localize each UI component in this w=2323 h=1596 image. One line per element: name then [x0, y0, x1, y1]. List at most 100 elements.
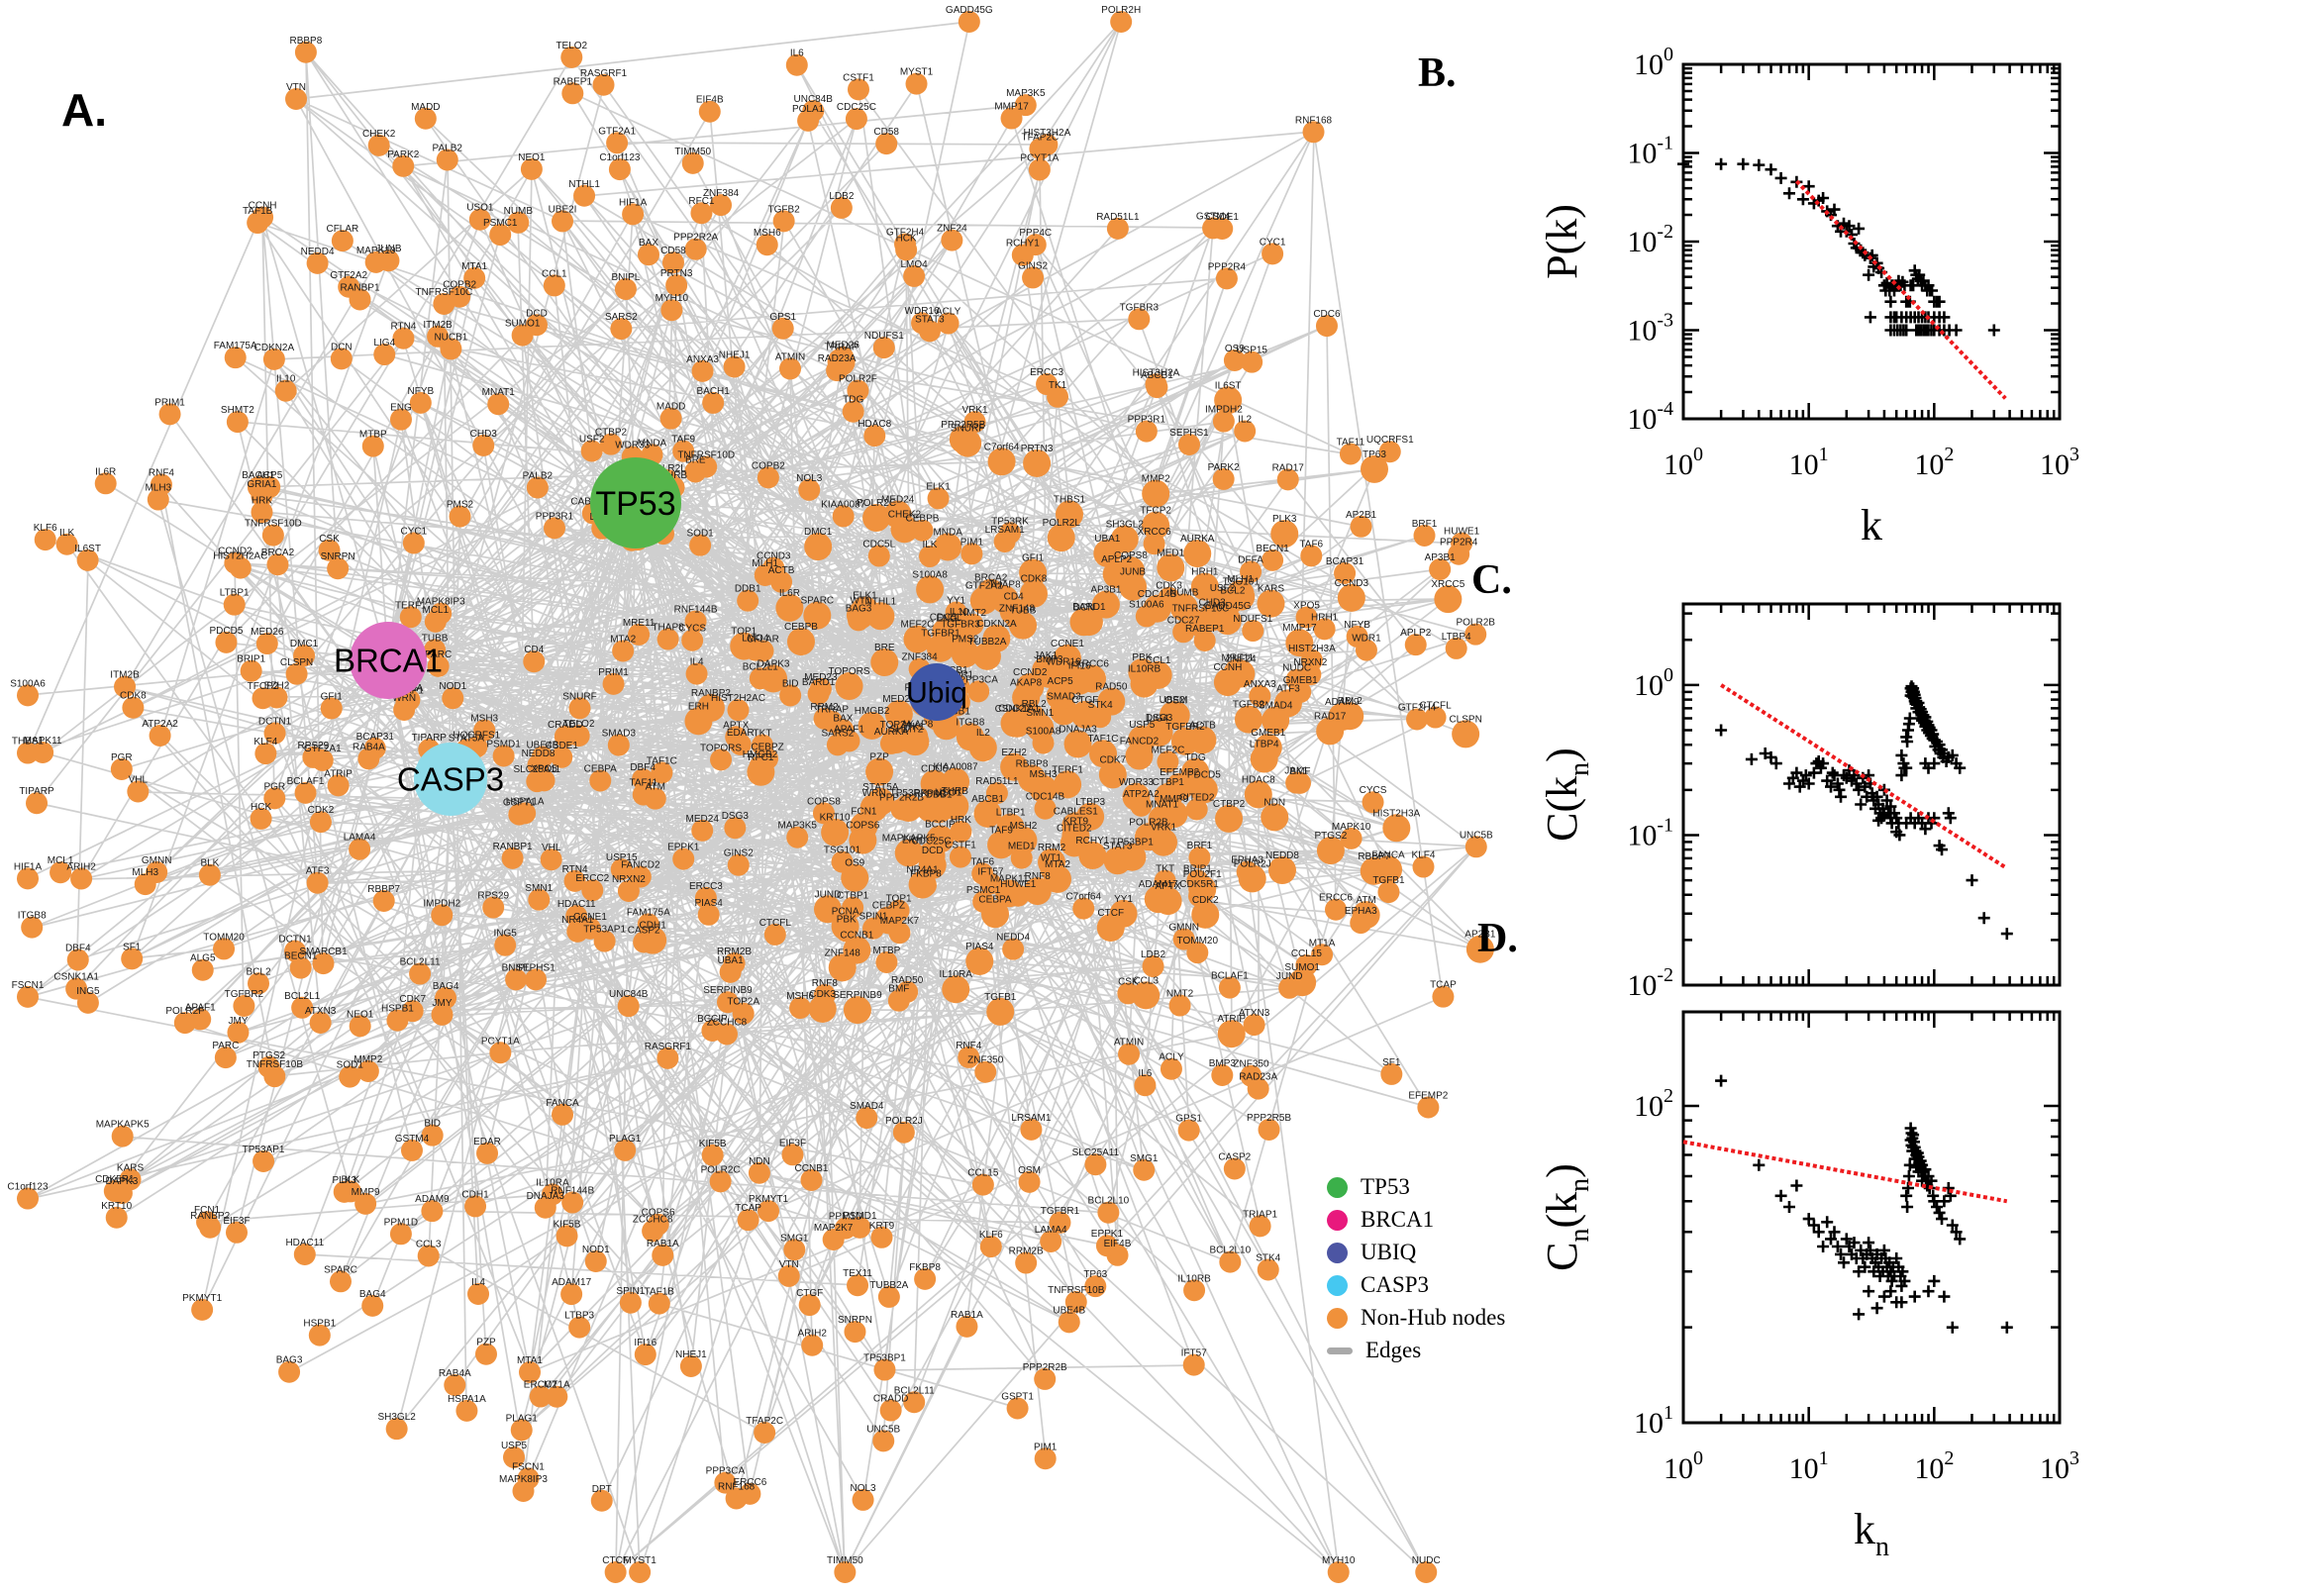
network-node-label: SLC25A11 — [1072, 1147, 1120, 1158]
network-node-label: TAF1B — [243, 206, 273, 217]
network-node-label: TAF1C — [1088, 734, 1119, 745]
network-node-label: TFCP2 — [248, 681, 279, 692]
network-node-label: FANCD2 — [1120, 737, 1160, 748]
network-node-label: TFAP2C — [1021, 132, 1059, 143]
network-node-label: ING5 — [76, 986, 100, 997]
network-node-label: HMGB2 — [743, 749, 778, 760]
scatter-points — [1715, 680, 2013, 941]
network-node — [1019, 579, 1048, 608]
network-node-label: RAB4A — [439, 1368, 471, 1379]
network-node-label: DCD — [922, 846, 944, 856]
network-node — [427, 654, 450, 677]
network-node-label: CASP2 — [628, 926, 660, 937]
network-node — [656, 1047, 679, 1069]
network-node-label: BECN1 — [284, 951, 318, 962]
network-node — [847, 78, 869, 101]
network-node-label: POLR2H — [1101, 5, 1141, 16]
network-node-label: LTBP4 — [1442, 632, 1471, 643]
network-node — [584, 1249, 607, 1272]
network-node-label: USO1 — [935, 787, 962, 798]
network-node-label: TOPORS — [829, 666, 870, 677]
network-node — [942, 767, 970, 796]
network-node — [875, 133, 898, 155]
network-node-label: PIAS4 — [694, 898, 723, 909]
network-node-label: PPP2R5B — [941, 420, 985, 431]
network-node-label: PLAG1 — [609, 1134, 642, 1145]
hub-node-tp53 — [590, 457, 681, 549]
network-node — [590, 1489, 613, 1512]
network-node-label: CITED2 — [1057, 823, 1092, 834]
network-node — [252, 1149, 275, 1172]
legend-label: BRCA1 — [1361, 1207, 1435, 1232]
network-node-label: PBK — [837, 915, 857, 926]
network-node-label: PPP3CA — [959, 674, 998, 685]
network-node-label: IL10 — [276, 374, 296, 385]
network-node-label: CSK — [319, 534, 340, 545]
network-node — [1241, 350, 1263, 373]
network-node-label: TSG101 — [824, 846, 861, 856]
network-node-label: NTHL1 — [865, 596, 897, 607]
network-node — [963, 411, 986, 434]
hub-label-brca1: BRCA1 — [334, 643, 443, 679]
network-node — [289, 956, 312, 979]
network-node-label: OSM — [1018, 1165, 1041, 1176]
network-node — [215, 631, 238, 653]
network-node — [867, 545, 890, 567]
network-node — [1334, 561, 1357, 584]
network-node-label: CDK5R1 — [95, 1174, 135, 1185]
legend-label: CASP3 — [1361, 1272, 1430, 1297]
network-node-label: SMN1 — [525, 883, 553, 894]
network-node-label: USO1 — [466, 203, 494, 214]
network-node — [494, 934, 517, 956]
network-node — [1186, 942, 1209, 964]
network-node-label: WDR16 — [905, 306, 940, 317]
network-node-label: THBS1 — [1054, 494, 1086, 505]
network-node-label: CDC27 — [1167, 615, 1200, 626]
network-node-label: MSH3 — [1030, 769, 1058, 780]
network-node — [430, 602, 453, 625]
network-node — [1243, 1014, 1265, 1037]
network-node-label: ATXN3 — [305, 1006, 337, 1017]
network-node — [372, 890, 395, 913]
network-node-label: BRIP1 — [1183, 863, 1212, 874]
network-node-label: IL6ST — [74, 544, 101, 554]
network-node — [1311, 944, 1334, 966]
network-node-label: APAF1 — [834, 724, 864, 735]
network-node-label: CHEK2 — [362, 129, 396, 140]
network-node — [1406, 708, 1429, 731]
network-node — [608, 158, 631, 181]
network-node-label: GSTM4 — [395, 1134, 430, 1145]
network-node — [1095, 1235, 1118, 1257]
network-node — [749, 667, 771, 690]
network-node-label: MMP17 — [1282, 623, 1317, 634]
network-node-label: MCL1 — [422, 605, 449, 616]
network-node — [514, 802, 537, 825]
y-tick-label: 100 — [1634, 44, 1673, 81]
network-node-label: DPT — [592, 1484, 612, 1495]
network-node-label: IL2 — [976, 728, 990, 739]
network-node — [716, 991, 739, 1014]
network-node — [560, 46, 583, 68]
network-node-label: COPB2 — [443, 280, 476, 291]
network-node-label: HIST2H3A — [1372, 808, 1420, 819]
network-node-label: RPS29 — [477, 891, 509, 902]
network-node-label: JAK1 — [1034, 650, 1058, 661]
network-node — [1046, 682, 1074, 711]
network-node-label: MAP2K7 — [814, 1223, 854, 1234]
network-node-label: MAPK10 — [1332, 822, 1371, 833]
network-node-label: CFLAR — [747, 634, 779, 645]
network-node — [1091, 590, 1120, 619]
network-node — [293, 645, 316, 667]
network-node — [1040, 858, 1062, 881]
network-node-label: VTN — [779, 1259, 799, 1270]
network-node-label: WDR16 — [1047, 656, 1081, 667]
network-node-label: KRT9 — [869, 1221, 895, 1232]
network-node-label: BID — [424, 1119, 441, 1130]
network-node-label: POU2F1 — [1183, 869, 1222, 880]
network-node-label: FKBP8 — [910, 868, 942, 879]
network-node — [1036, 134, 1059, 156]
network-node — [1147, 719, 1169, 742]
network-node — [1032, 732, 1055, 754]
network-node-label: CRADD — [548, 720, 583, 731]
network-node-label: ACTB — [768, 565, 795, 576]
